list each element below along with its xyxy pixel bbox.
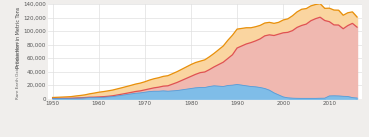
- Text: Production in Metric Tons: Production in Metric Tons: [15, 7, 21, 68]
- Text: Rare Earth Oxide Equivalent: Rare Earth Oxide Equivalent: [16, 41, 20, 99]
